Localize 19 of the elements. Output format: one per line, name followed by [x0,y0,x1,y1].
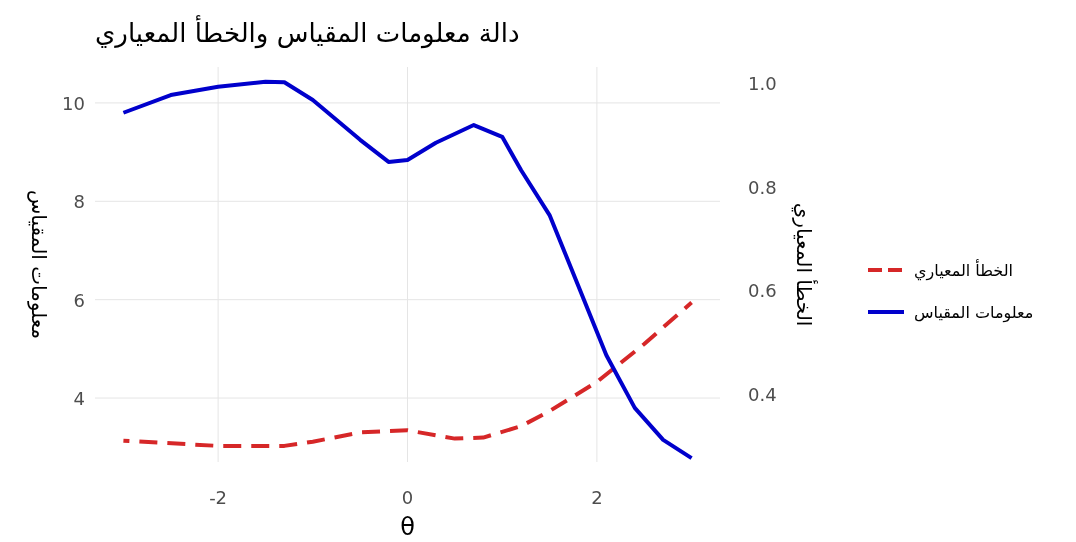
chart-title: دالة معلومات المقياس والخطأ المعياري [95,14,520,49]
y-tick-label: 8 [73,191,85,213]
legend-label: معلومات المقياس [914,303,1034,323]
x-axis-title: θ [400,513,415,541]
x-tick-label: 0 [401,487,414,508]
line-series [121,300,694,448]
y2-tick-label: 1.0 [748,72,777,94]
y2-tick-label: 0.4 [748,384,777,406]
y2-tick-label: 0.8 [748,176,777,198]
x-tick-label: 2 [591,487,603,508]
y-axis-title: معلومات المقياس [27,189,51,340]
y-tick-label: 6 [73,289,85,311]
y-tick-label: 10 [62,92,85,114]
line-series [121,79,694,461]
y2-tick-label: 0.6 [748,280,777,302]
y-tick-label: 4 [73,388,85,410]
x-tick-label: -2 [209,487,228,508]
y2-axis-title: الخطأ المعياري [791,202,818,327]
legend-label: الخطأ المعياري [914,259,1013,281]
